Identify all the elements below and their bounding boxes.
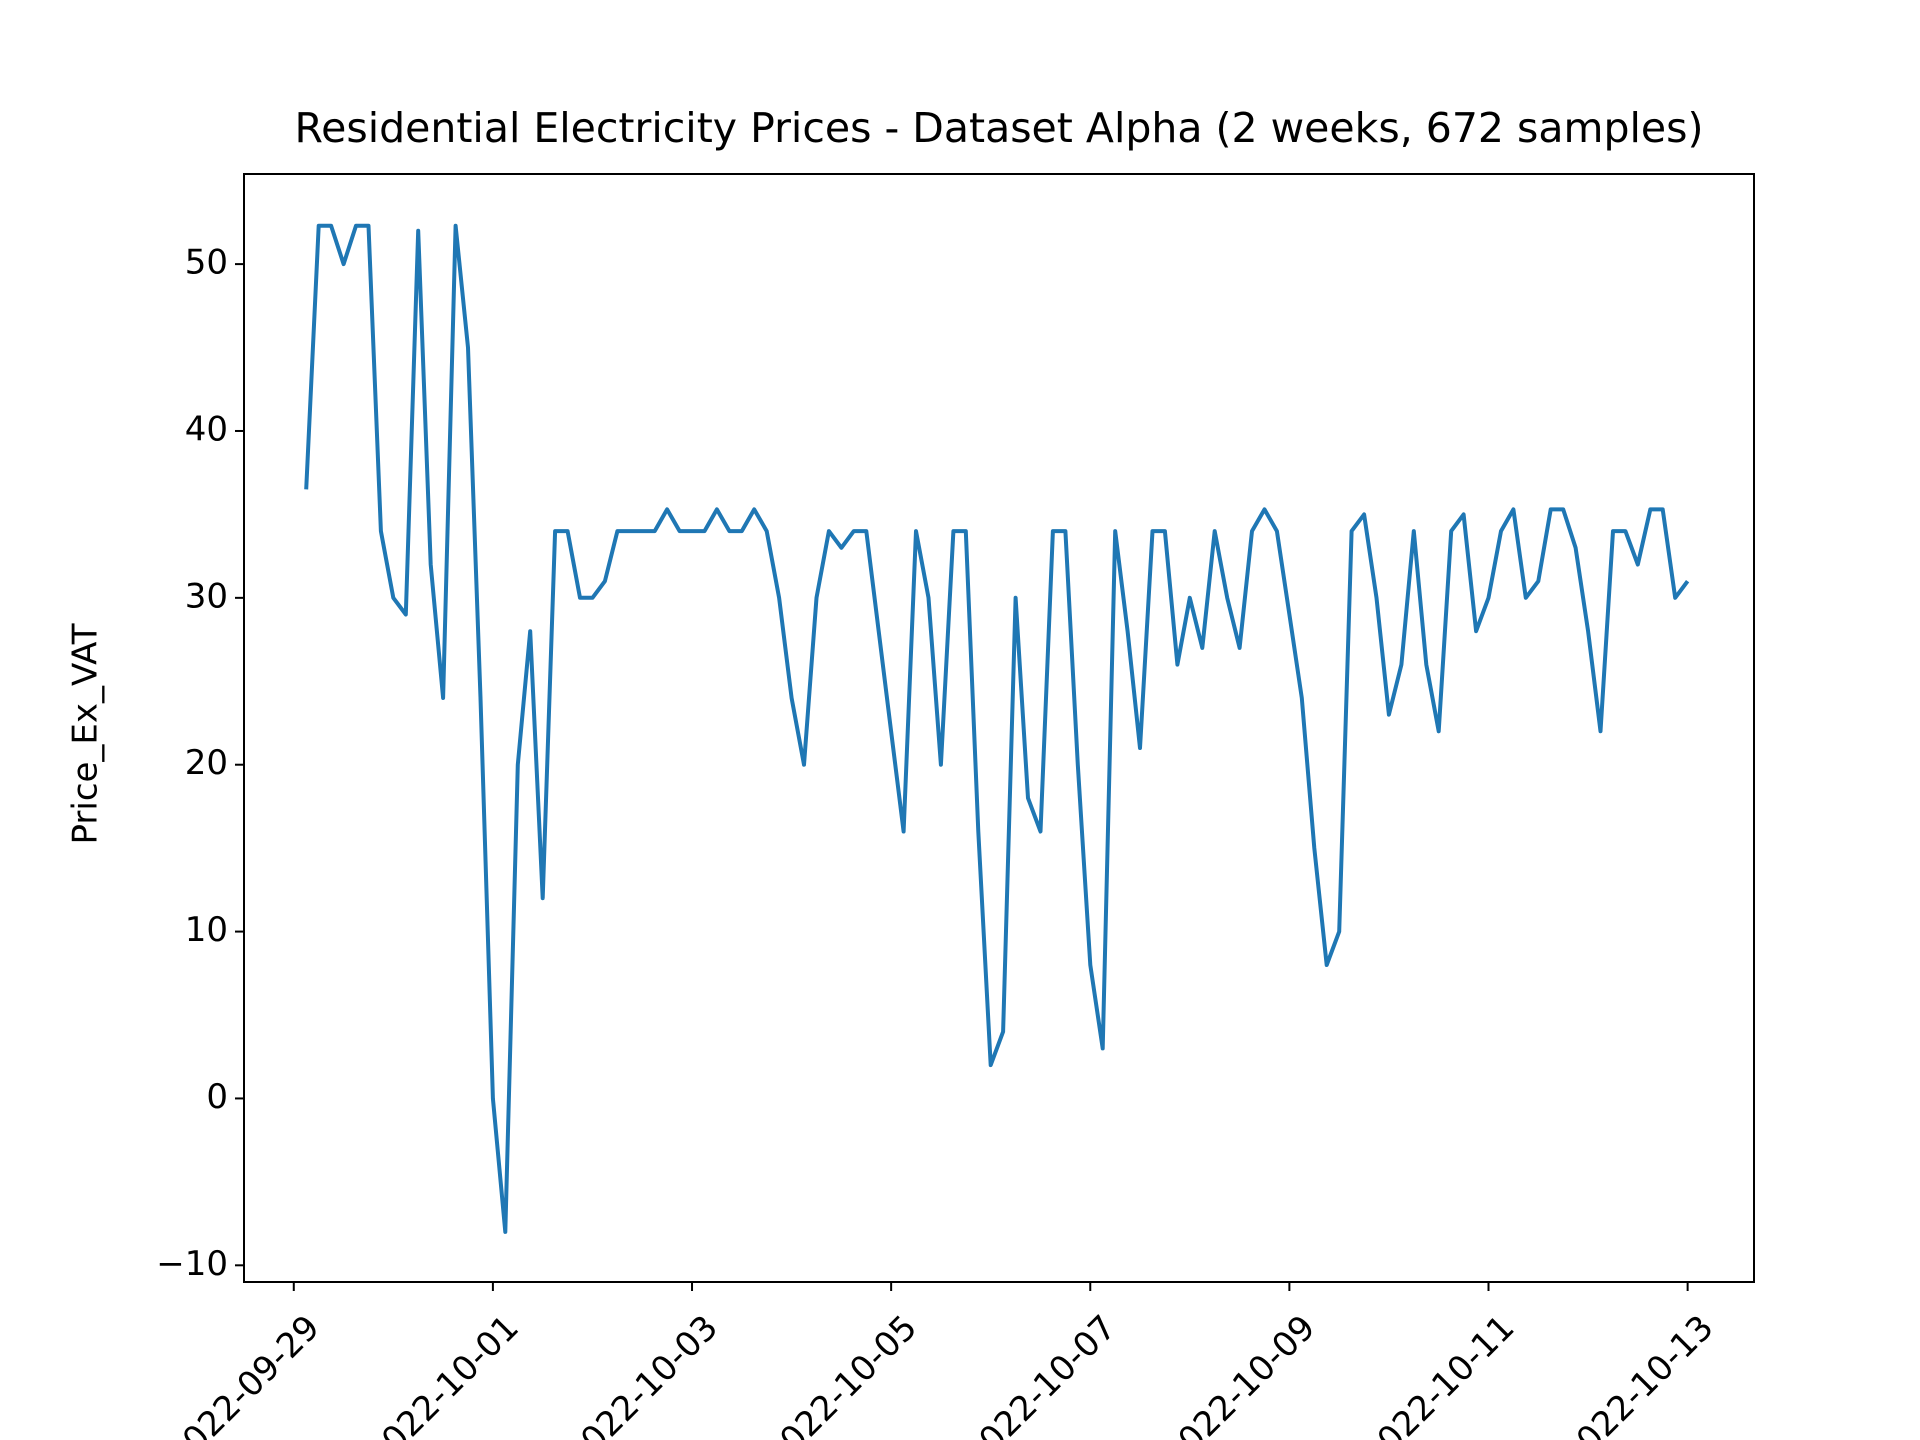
x-tick-label: 2022-10-07 — [956, 1308, 1124, 1440]
price-line — [304, 223, 1690, 1234]
y-axis-label: Price_Ex_VAT — [66, 623, 106, 844]
y-tick-label: −10 — [156, 1244, 228, 1284]
x-tick-label: 2022-10-03 — [558, 1308, 726, 1440]
y-tick-label: 0 — [206, 1077, 228, 1117]
y-tick-label: 40 — [185, 409, 228, 449]
x-tick-label: 2022-10-01 — [359, 1308, 527, 1440]
y-tick-label: 20 — [185, 743, 228, 783]
y-tick-label: 30 — [185, 576, 228, 616]
plot-frame — [243, 173, 1755, 1283]
x-tick-label: 2022-10-05 — [757, 1308, 925, 1440]
y-tick-label: 10 — [185, 910, 228, 950]
x-tick-label: 2022-09-29 — [160, 1308, 328, 1440]
chart-title: Residential Electricity Prices - Dataset… — [295, 104, 1704, 152]
y-tick-label: 50 — [185, 243, 228, 283]
x-tick-label: 2022-10-09 — [1155, 1308, 1323, 1440]
x-tick-label: 2022-10-11 — [1354, 1308, 1522, 1440]
x-tick-label: 2022-10-13 — [1554, 1308, 1722, 1440]
